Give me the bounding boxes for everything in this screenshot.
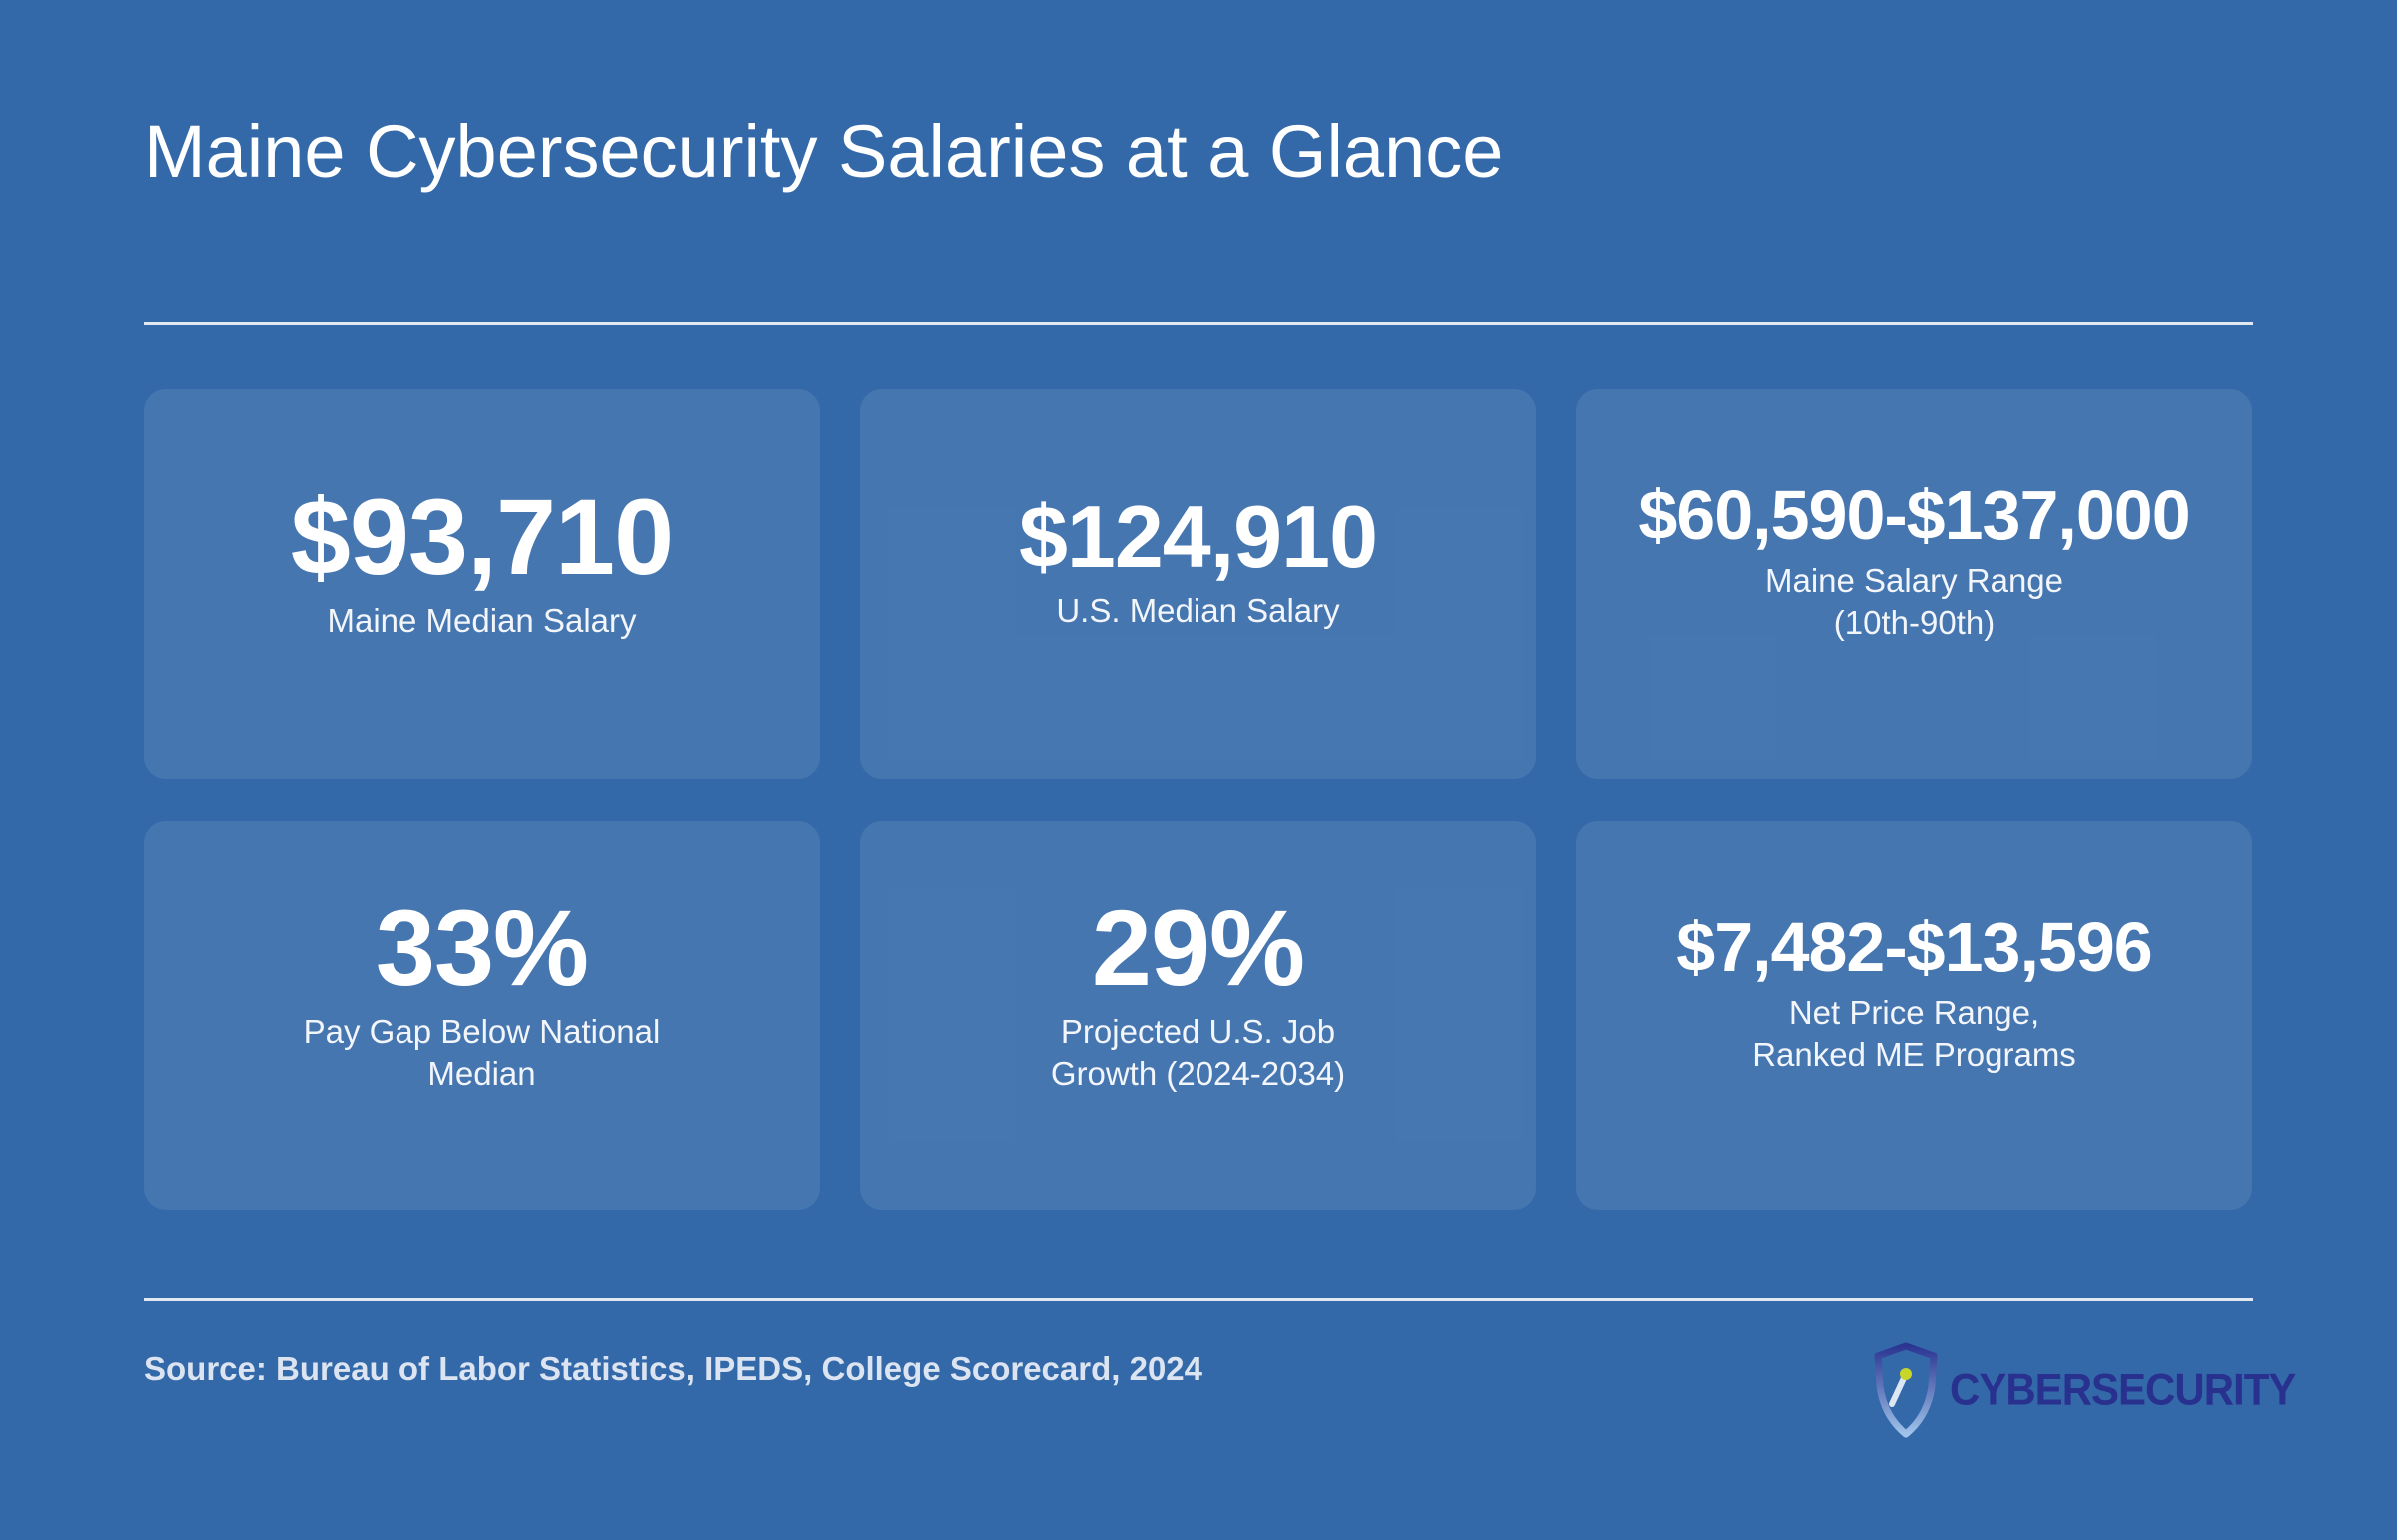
stat-value: 29% xyxy=(1091,886,1305,1008)
source-citation: Source: Bureau of Labor Statistics, IPED… xyxy=(144,1350,1203,1387)
stat-label: Net Price Range, Ranked ME Programs xyxy=(1752,993,2076,1073)
stat-card-job-growth: 29% Projected U.S. Job Growth (2024-2034… xyxy=(860,821,1536,1210)
stat-card-net-price: $7,482-$13,596 Net Price Range, Ranked M… xyxy=(1576,821,2252,1210)
top-divider xyxy=(144,322,2253,325)
stat-card-pay-gap: 33% Pay Gap Below National Median xyxy=(144,821,820,1210)
stat-label: Maine Median Salary xyxy=(327,602,637,640)
stat-value: $7,482-$13,596 xyxy=(1676,908,2152,987)
stat-card-maine-median: $93,710 Maine Median Salary xyxy=(144,389,820,779)
logo-wordmark: CYBERSECURITY xyxy=(1950,1364,2296,1415)
stat-card-us-median: $124,910 U.S. Median Salary xyxy=(860,389,1536,779)
brand-logo: CYBERSECURITY xyxy=(1870,1342,2296,1438)
stat-value: 33% xyxy=(375,886,589,1008)
stats-grid: $93,710 Maine Median Salary $124,910 U.S… xyxy=(144,389,2253,1210)
stat-label: Pay Gap Below National Median xyxy=(303,1013,661,1093)
stat-value: $124,910 xyxy=(1018,487,1378,587)
stat-value: $93,710 xyxy=(290,475,674,597)
shield-icon xyxy=(1874,1342,1938,1438)
stat-value: $60,590-$137,000 xyxy=(1638,476,2190,555)
stat-label: Projected U.S. Job Growth (2024-2034) xyxy=(1050,1013,1346,1093)
page-title: Maine Cybersecurity Salaries at a Glance xyxy=(144,110,1504,193)
stat-label: U.S. Median Salary xyxy=(1056,591,1340,629)
bottom-divider xyxy=(144,1298,2253,1301)
stat-label: Maine Salary Range (10th-90th) xyxy=(1765,561,2063,641)
stat-card-maine-range: $60,590-$137,000 Maine Salary Range (10t… xyxy=(1576,389,2252,779)
